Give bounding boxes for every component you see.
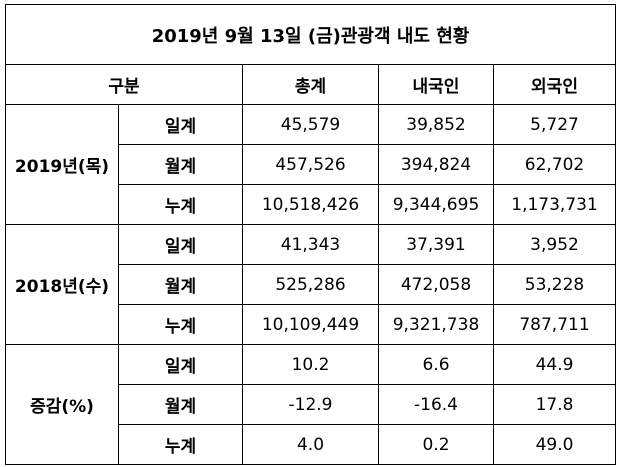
- group-label: 2019년(목): [5, 104, 119, 225]
- data-row: 2019년(목) 일계 45,579 39,852 5,727: [5, 104, 617, 225]
- data-row: 2018년(수) 일계 41,343 37,391 3,952: [5, 224, 617, 345]
- value-cell: 787,711: [492, 304, 617, 345]
- value-cell: 9,344,695: [378, 184, 494, 225]
- header-cell: 외국인: [492, 64, 617, 105]
- value-cell: 6.6: [378, 344, 494, 385]
- value-cell: 4.0: [242, 424, 379, 465]
- value-cell: 10,109,449: [242, 304, 379, 345]
- value-cell: 472,058: [378, 264, 494, 305]
- value-cell: -16.4: [378, 384, 494, 425]
- value-cell: 41,343: [242, 224, 379, 265]
- value-cell: 394,824: [378, 144, 494, 185]
- value-cell: 525,286: [242, 264, 379, 305]
- value-cell: 53,228: [492, 264, 617, 305]
- data-row: 누계 10,518,426 9,344,695 1,173,731: [6, 184, 617, 225]
- group-label: 2018년(수): [5, 224, 119, 345]
- row-label: 월계: [118, 144, 243, 185]
- group-label: 증감(%): [5, 344, 119, 465]
- value-cell: 10,518,426: [242, 184, 379, 225]
- value-cell: 62,702: [492, 144, 617, 185]
- value-cell: -12.9: [242, 384, 379, 425]
- data-row: 누계 10,109,449 9,321,738 787,711: [6, 304, 617, 345]
- row-label: 누계: [118, 424, 243, 465]
- data-row: 증감(%) 일계 10.2 6.6 44.9: [5, 344, 617, 465]
- header-cell: 내국인: [378, 64, 494, 105]
- value-cell: 457,526: [242, 144, 379, 185]
- header-cell: 구분: [5, 64, 243, 105]
- value-cell: 17.8: [492, 384, 617, 425]
- data-row: 누계 4.0 0.2 49.0: [6, 424, 617, 465]
- value-cell: 1,173,731: [492, 184, 617, 225]
- value-cell: 49.0: [492, 424, 617, 465]
- data-row: 월계 -12.9 -16.4 17.8: [6, 384, 617, 425]
- value-cell: 39,852: [378, 104, 494, 145]
- title-row: 2019년 9월 13일 (금)관광객 내도 현황: [4, 4, 617, 65]
- header-cell: 총계: [242, 64, 379, 105]
- tourist-table: 2019년 9월 13일 (금)관광객 내도 현황 구분 총계 내국인 외국인 2019…: [4, 4, 617, 465]
- table-title: 2019년 9월 13일 (금)관광객 내도 현황: [4, 4, 617, 65]
- table-body: 2019년 9월 13일 (금)관광객 내도 현황 구분 총계 내국인 외국인 2019…: [4, 4, 617, 465]
- value-cell: 10.2: [242, 344, 379, 385]
- data-row: 월계 525,286 472,058 53,228: [6, 264, 617, 305]
- row-label: 월계: [118, 264, 243, 305]
- value-cell: 45,579: [242, 104, 379, 145]
- data-row: 월계 457,526 394,824 62,702: [6, 144, 617, 185]
- header-row: 구분 총계 내국인 외국인: [5, 64, 617, 105]
- row-label: 누계: [118, 184, 243, 225]
- value-cell: 9,321,738: [378, 304, 494, 345]
- row-label: 월계: [118, 384, 243, 425]
- value-cell: 44.9: [492, 344, 617, 385]
- row-label: 일계: [118, 344, 243, 385]
- value-cell: 3,952: [492, 224, 617, 265]
- value-cell: 0.2: [378, 424, 494, 465]
- row-label: 일계: [118, 104, 243, 145]
- value-cell: 37,391: [378, 224, 494, 265]
- row-label: 일계: [118, 224, 243, 265]
- row-label: 누계: [118, 304, 243, 345]
- value-cell: 5,727: [492, 104, 617, 145]
